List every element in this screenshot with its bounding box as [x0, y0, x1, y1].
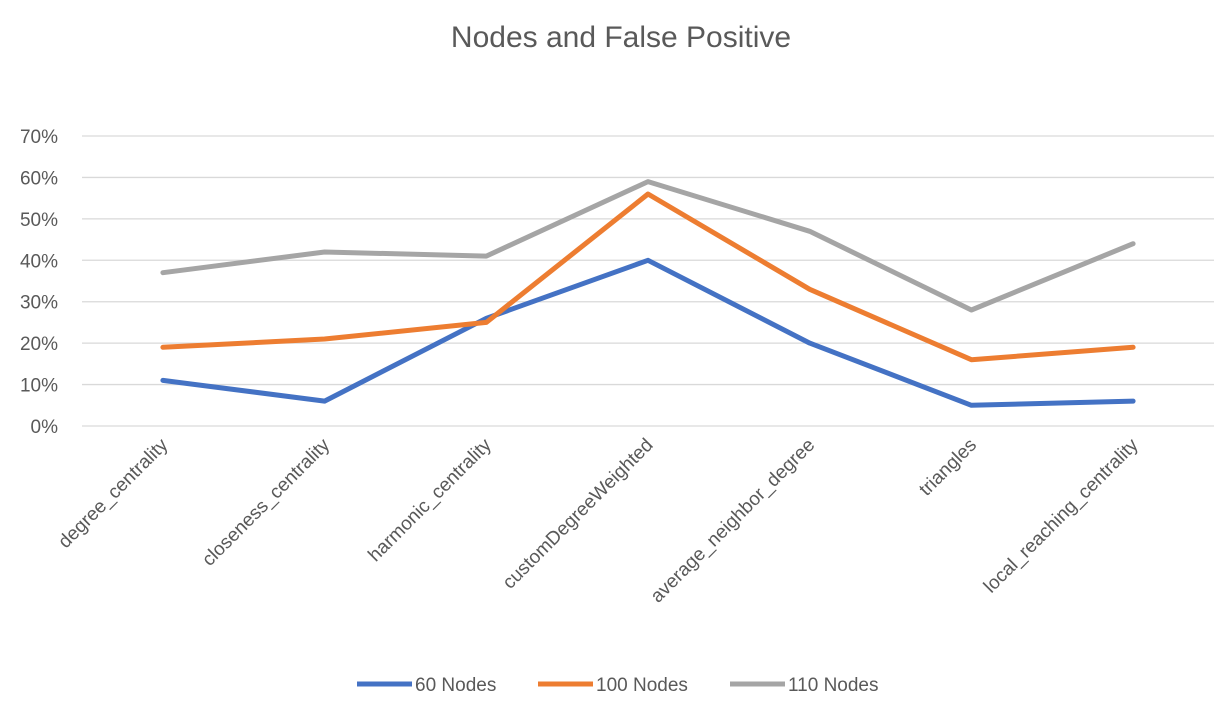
y-tick-label: 40% [20, 251, 58, 272]
legend: 60 Nodes 100 Nodes 110 Nodes [357, 675, 879, 696]
series-lines [160, 179, 1136, 408]
y-axis-ticks: 0% 10% 20% 30% 40% 50% 60% 70% [20, 127, 58, 438]
y-tick-label: 70% [20, 127, 58, 148]
series-line-1 [160, 191, 1136, 363]
y-tick-label: 30% [20, 293, 58, 314]
x-category-label: closeness_centrality [198, 434, 334, 570]
y-tick-label: 10% [20, 376, 58, 397]
legend-label: 110 Nodes [788, 675, 879, 696]
x-axis-categories: degree_centrality closeness_centrality har… [54, 434, 1143, 607]
series-line-2 [160, 179, 1136, 313]
legend-label: 100 Nodes [596, 675, 688, 696]
y-tick-label: 60% [20, 168, 58, 189]
x-category-label: degree_centrality [54, 434, 172, 552]
series-line-0 [160, 257, 1136, 408]
y-tick-label: 50% [20, 210, 58, 231]
x-category-label: local_reaching_centrality [980, 434, 1143, 597]
x-category-label: harmonic_centrality [364, 434, 496, 566]
legend-label: 60 Nodes [415, 675, 496, 696]
y-tick-label: 0% [31, 417, 59, 438]
x-category-label: triangles [915, 435, 981, 501]
y-tick-label: 20% [20, 334, 58, 355]
x-category-label: average_neighbor_degree [647, 435, 819, 607]
chart-title: Nodes and False Positive [451, 21, 791, 54]
x-category-label: customDegreeWeighted [499, 435, 658, 594]
